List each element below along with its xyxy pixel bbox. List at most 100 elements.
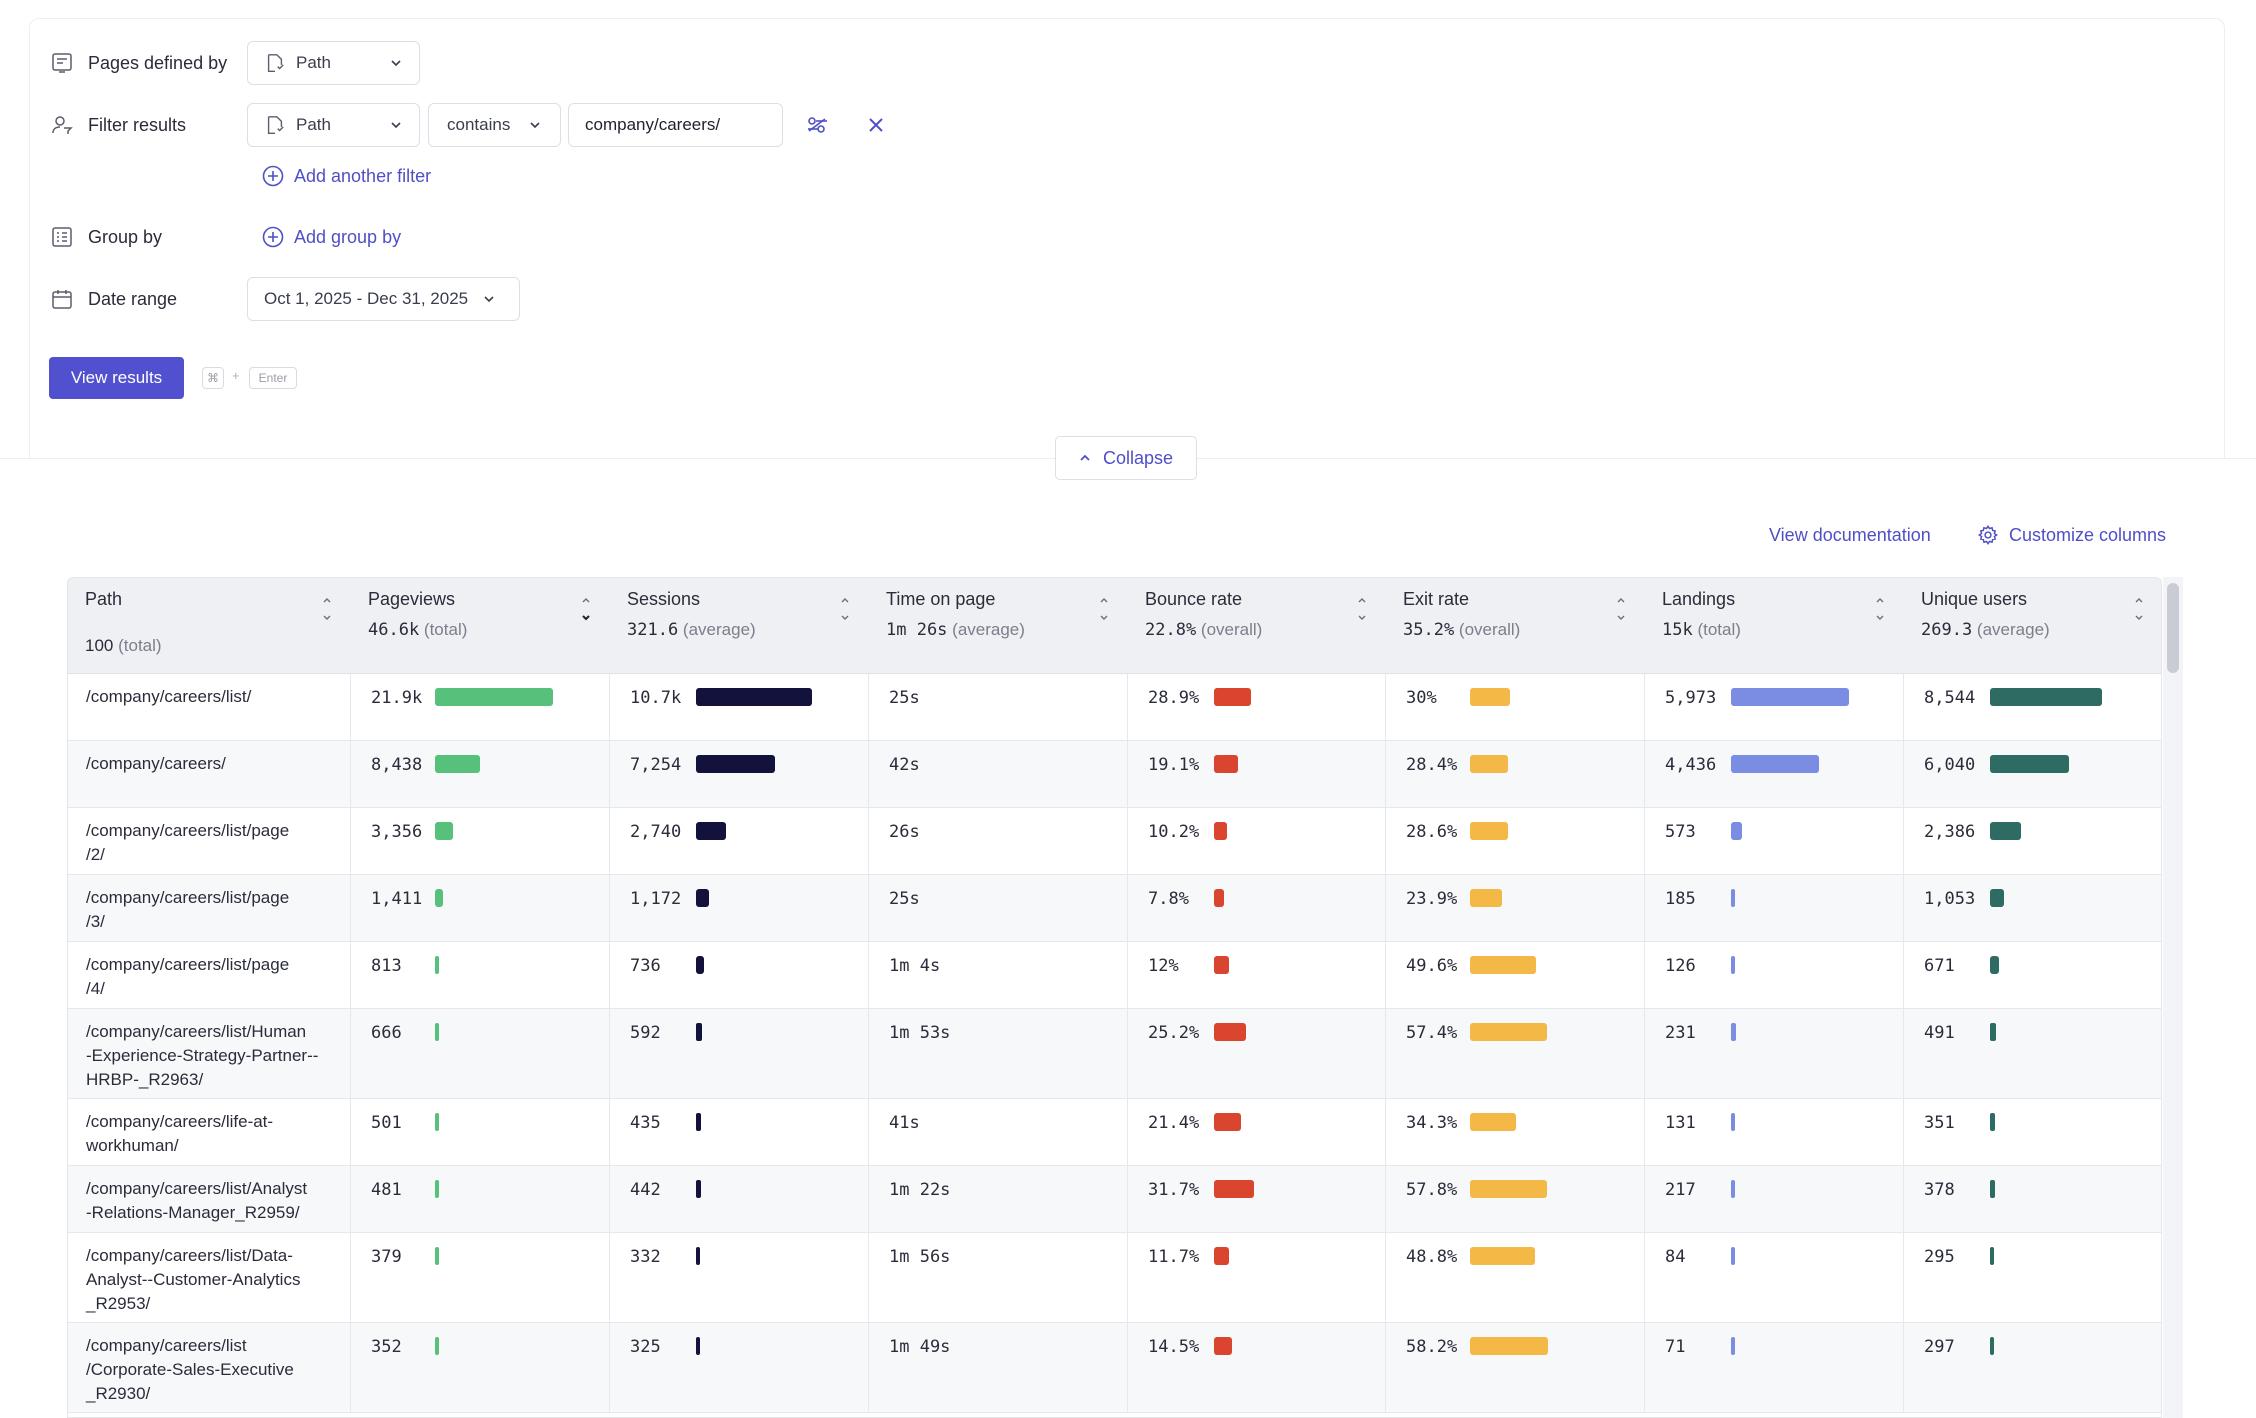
path-link[interactable]: /company/careers/list/page /2/ xyxy=(86,821,290,864)
view-documentation-link[interactable]: View documentation xyxy=(1769,525,1931,545)
metric-value: 351 xyxy=(1924,1113,1955,1133)
metric-cell-time-on-page: 25s xyxy=(869,674,1128,740)
metric-value: 573 xyxy=(1665,822,1696,842)
path-cell[interactable]: /company/careers/list /Corporate-Sales-E… xyxy=(68,1323,351,1412)
bar-unique-users xyxy=(1990,1337,1994,1355)
results-table: Path 100 (total) Pageviews 46.6k (total) Ses… xyxy=(67,577,2162,1418)
path-link[interactable]: /company/careers/list/Analyst -Relations… xyxy=(86,1179,308,1222)
column-header-time-on-page[interactable]: Time on page 1m 26s (average) xyxy=(869,578,1128,674)
pages-defined-by-value: Path xyxy=(296,53,331,72)
column-summary: 100 (total) xyxy=(85,636,351,656)
column-header-path[interactable]: Path 100 (total) xyxy=(68,578,351,674)
collapse-button[interactable]: Collapse xyxy=(1055,436,1197,480)
path-link[interactable]: /company/careers/list /Corporate-Sales-E… xyxy=(86,1336,294,1403)
metric-value: 48.8% xyxy=(1406,1247,1458,1267)
bar-landings xyxy=(1731,1113,1735,1131)
table-row[interactable]: /company/careers/list/Data- Analyst--Cus… xyxy=(68,1233,2161,1323)
column-header-exit-rate[interactable]: Exit rate 35.2% (overall) xyxy=(1386,578,1645,674)
column-summary-note: (overall) xyxy=(1200,620,1263,639)
group-by-row: Group by Add group by xyxy=(30,215,2224,259)
bar-unique-users xyxy=(1990,1247,1994,1265)
column-summary-value: 269.3 xyxy=(1921,620,1973,640)
path-cell[interactable]: /company/careers/list/Data- Analyst--Cus… xyxy=(68,1233,351,1322)
path-cell[interactable]: /company/careers/list/page /3/ xyxy=(68,875,351,941)
view-results-button[interactable]: View results xyxy=(49,357,184,399)
filter-operator-value: contains xyxy=(447,115,511,134)
metric-value: 666 xyxy=(371,1023,402,1043)
table-row[interactable]: /company/careers/list/page /2/3,356 2,740… xyxy=(68,808,2161,875)
path-cell[interactable]: /company/careers/ xyxy=(68,741,351,807)
table-scrollbar-thumb[interactable] xyxy=(2167,583,2179,673)
filter-value-text: company/careers/ xyxy=(585,115,721,134)
sort-toggle[interactable] xyxy=(321,594,333,624)
sort-toggle[interactable] xyxy=(839,594,851,624)
path-cell[interactable]: /company/careers/list/Analyst -Relations… xyxy=(68,1166,351,1232)
path-link[interactable]: /company/careers/list/page /3/ xyxy=(86,888,290,931)
add-another-filter-link[interactable]: Add another filter xyxy=(262,165,431,187)
filter-options-icon[interactable] xyxy=(806,115,830,135)
metric-cell-pageviews: 1,411 xyxy=(351,875,610,941)
table-row[interactable]: /company/careers/list/page /3/1,411 1,172… xyxy=(68,875,2161,942)
metric-cell-time-on-page: 1m 56s xyxy=(869,1233,1128,1322)
sort-toggle[interactable] xyxy=(1615,594,1627,624)
filter-results-label: Filter results xyxy=(50,103,186,147)
date-range-select[interactable]: Oct 1, 2025 - Dec 31, 2025 xyxy=(247,277,520,321)
column-header-unique-users[interactable]: Unique users 269.3 (average) xyxy=(1904,578,2161,674)
filter-operator-select[interactable]: contains xyxy=(428,103,561,147)
table-row[interactable]: /company/careers/list /Corporate-Sales-E… xyxy=(68,1323,2161,1413)
table-row[interactable]: /company/careers/list/Analyst -Relations… xyxy=(68,1166,2161,1233)
table-scrollbar[interactable] xyxy=(2163,577,2183,1418)
filter-field-select[interactable]: Path xyxy=(247,103,420,147)
metric-cell-sessions: 442 xyxy=(610,1166,869,1232)
path-cell[interactable]: /company/careers/life-at- workhuman/ xyxy=(68,1099,351,1165)
path-link[interactable]: /company/careers/list/Data- Analyst--Cus… xyxy=(86,1246,301,1313)
sort-toggle[interactable] xyxy=(1356,594,1368,624)
column-header-bounce-rate[interactable]: Bounce rate 22.8% (overall) xyxy=(1128,578,1386,674)
pages-defined-by-select[interactable]: Path xyxy=(247,41,420,85)
filter-value-input[interactable]: company/careers/ xyxy=(568,103,783,147)
sort-down-icon xyxy=(841,615,849,620)
metric-cell-pageviews: 379 xyxy=(351,1233,610,1322)
circle-plus-icon xyxy=(262,165,284,187)
bar-bounce-rate xyxy=(1214,1337,1232,1355)
remove-filter-icon[interactable] xyxy=(868,117,884,133)
path-link[interactable]: /company/careers/list/ xyxy=(86,687,252,706)
path-cell[interactable]: /company/careers/list/Human -Experience-… xyxy=(68,1009,351,1098)
sort-toggle[interactable] xyxy=(1098,594,1110,624)
path-link[interactable]: /company/careers/ xyxy=(86,754,226,773)
metric-cell-landings: 5,973 xyxy=(1645,674,1904,740)
column-summary: 1m 26s (average) xyxy=(886,620,1128,640)
path-link[interactable]: /company/careers/list/page /4/ xyxy=(86,955,290,998)
column-header-pageviews[interactable]: Pageviews 46.6k (total) xyxy=(351,578,610,674)
table-row[interactable]: /company/careers/list/Human -Experience-… xyxy=(68,1009,2161,1099)
table-row[interactable]: /company/careers/8,438 7,254 42s 19.1% 28.4%… xyxy=(68,741,2161,808)
circle-plus-icon xyxy=(262,226,284,248)
sort-up-icon xyxy=(1100,598,1108,603)
add-group-by-link[interactable]: Add group by xyxy=(262,226,401,248)
sort-toggle[interactable] xyxy=(1874,594,1886,624)
customize-columns-button[interactable]: Customize columns xyxy=(1977,524,2166,546)
metric-value: 217 xyxy=(1665,1180,1696,1200)
metric-value: 25s xyxy=(889,889,920,909)
sort-toggle[interactable] xyxy=(2133,594,2145,624)
column-summary-value: 1m 26s xyxy=(886,620,948,640)
sort-down-icon xyxy=(323,615,331,620)
path-cell[interactable]: /company/careers/list/ xyxy=(68,674,351,740)
table-row[interactable]: /company/careers/list/21.9k 10.7k 25s 28.9%… xyxy=(68,674,2161,741)
table-row[interactable]: /company/careers/life-at- workhuman/501 4… xyxy=(68,1099,2161,1166)
chevron-up-icon xyxy=(1080,454,1090,461)
path-link[interactable]: /company/careers/list/Human -Experience-… xyxy=(86,1022,319,1089)
column-summary: 22.8% (overall) xyxy=(1145,620,1386,640)
sort-toggle[interactable] xyxy=(580,594,592,624)
path-link[interactable]: /company/careers/life-at- workhuman/ xyxy=(86,1112,274,1155)
metric-cell-exit-rate: 23.9% xyxy=(1386,875,1645,941)
sort-down-icon xyxy=(2135,615,2143,620)
path-cell[interactable]: /company/careers/list/page /2/ xyxy=(68,808,351,874)
column-title: Unique users xyxy=(1921,589,2028,609)
column-header-landings[interactable]: Landings 15k (total) xyxy=(1645,578,1904,674)
path-cell[interactable]: /company/careers/list/page /4/ xyxy=(68,942,351,1008)
column-summary: 35.2% (overall) xyxy=(1403,620,1645,640)
column-header-sessions[interactable]: Sessions 321.6 (average) xyxy=(610,578,869,674)
column-summary: 46.6k (total) xyxy=(368,620,610,640)
table-row[interactable]: /company/careers/list/page /4/813 736 1m 4… xyxy=(68,942,2161,1009)
